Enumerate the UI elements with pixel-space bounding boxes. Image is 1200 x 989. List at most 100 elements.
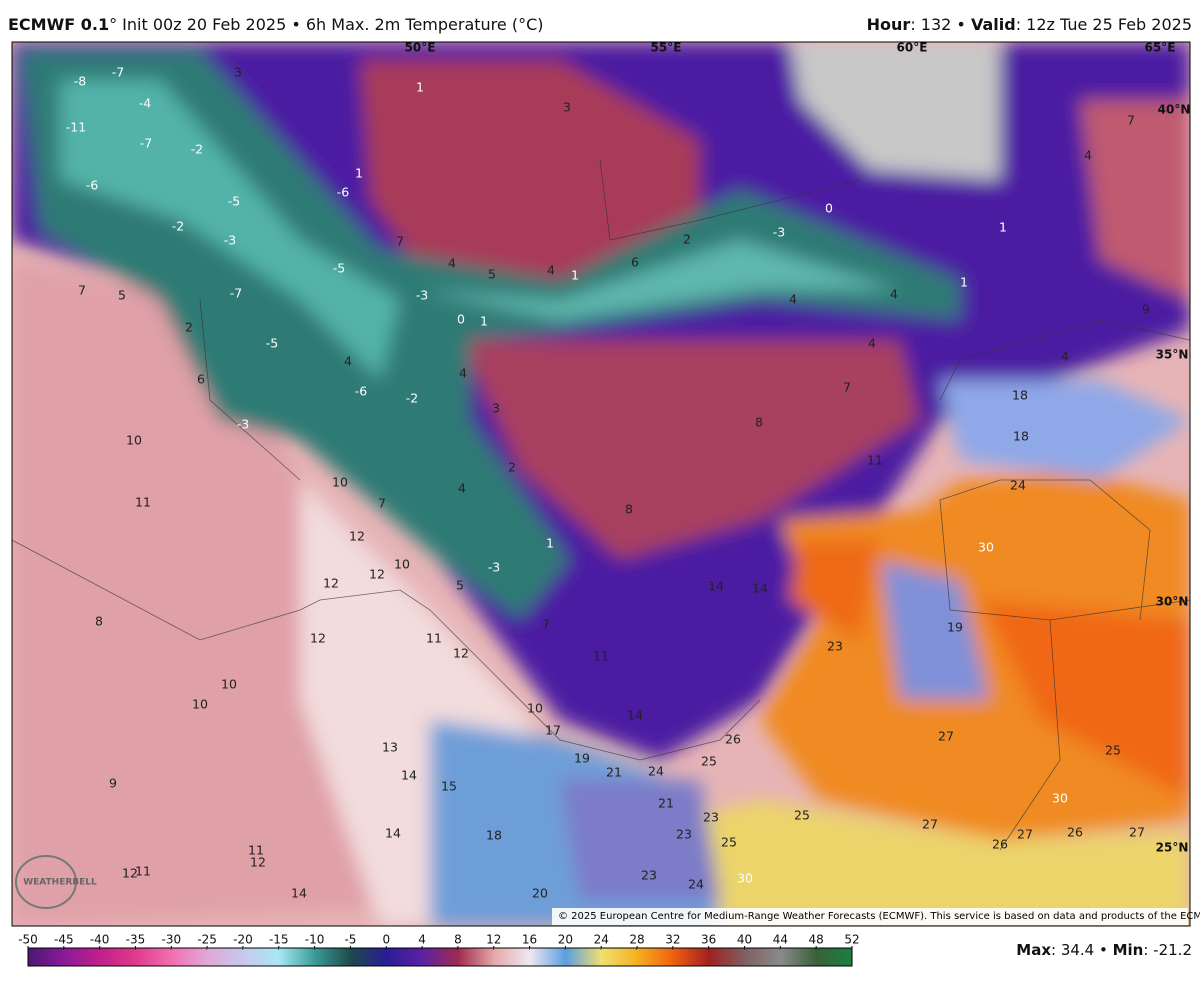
- temp-label: 23: [641, 868, 657, 883]
- temp-label: 30: [978, 540, 994, 555]
- temp-label: -8: [74, 74, 87, 89]
- colorbar-segment: [207, 948, 244, 966]
- temp-label: 13: [382, 740, 398, 755]
- temp-label: 27: [1017, 827, 1033, 842]
- lat-label: 35°N: [1156, 348, 1189, 362]
- temp-label: 5: [488, 267, 496, 282]
- temp-label: 11: [593, 649, 609, 664]
- temp-label: 4: [1084, 148, 1092, 163]
- temp-label: 7: [396, 234, 404, 249]
- temp-label: 4: [459, 366, 467, 381]
- temp-label: 7: [843, 380, 851, 395]
- temp-label: 2: [508, 460, 516, 475]
- min-val: : -21.2: [1143, 941, 1192, 959]
- colorbar-tick-label: -10: [305, 933, 325, 947]
- temp-label: 14: [385, 826, 401, 841]
- temp-label: 3: [234, 65, 242, 80]
- logo: WEATHERBELL: [23, 878, 97, 888]
- temp-label: 21: [606, 765, 622, 780]
- temp-label: 20: [532, 886, 548, 901]
- temp-label: 1: [999, 220, 1007, 235]
- temp-label: -4: [139, 96, 152, 111]
- valid-key: Valid: [971, 15, 1016, 34]
- temp-label: 1: [416, 80, 424, 95]
- lat-label: 25°N: [1156, 841, 1189, 855]
- temp-label: -3: [773, 225, 785, 240]
- colorbar-tick-label: 44: [773, 933, 788, 947]
- temp-label: -7: [230, 286, 242, 301]
- colorbar-segment: [457, 948, 495, 966]
- temp-label: -11: [66, 120, 86, 135]
- lat-label: 30°N: [1156, 595, 1189, 609]
- colorbar-tick-label: -20: [233, 933, 253, 947]
- max-key: Max: [1016, 941, 1051, 959]
- temp-label: 11: [426, 631, 442, 646]
- temp-label: 0: [457, 312, 465, 327]
- lon-label: 60°E: [897, 41, 928, 55]
- temp-label: 6: [197, 372, 205, 387]
- temp-label: 12: [369, 567, 385, 582]
- colorbar-segment: [529, 948, 566, 966]
- temp-label: 11: [867, 453, 883, 468]
- colorbar-tick-label: 12: [486, 933, 501, 947]
- colorbar-tick-label: 52: [844, 933, 859, 947]
- temp-label: 27: [922, 817, 938, 832]
- colorbar-tick-label: 4: [418, 933, 426, 947]
- temp-label: 24: [648, 764, 664, 779]
- valid-val: : 12z Tue 25 Feb 2025: [1016, 15, 1192, 34]
- temp-label: 12: [323, 576, 339, 591]
- temp-label: 7: [378, 496, 386, 511]
- temp-label: -7: [112, 65, 124, 80]
- temp-label: 24: [688, 877, 704, 892]
- temp-label: -3: [224, 233, 236, 248]
- temp-label: 11: [135, 864, 151, 879]
- colorbar-tick-label: -5: [344, 933, 356, 947]
- temp-label: 3: [563, 100, 571, 115]
- colorbar-segment: [816, 948, 853, 966]
- temp-label: 1: [480, 314, 488, 329]
- temp-label: 19: [574, 751, 590, 766]
- lon-label: 50°E: [405, 41, 436, 55]
- colorbar-frame: [27, 947, 853, 967]
- colorbar-tick-label: 32: [665, 933, 680, 947]
- temp-label: -5: [333, 261, 345, 276]
- colorbar-segment: [744, 948, 781, 966]
- temp-label: 12: [122, 866, 138, 881]
- colorbar-tick-label: 0: [382, 933, 390, 947]
- temp-label: 15: [441, 779, 457, 794]
- temp-label: 10: [527, 701, 543, 716]
- min-key: Min: [1113, 941, 1144, 959]
- temp-label: -6: [337, 185, 350, 200]
- colorbar-segment: [350, 948, 387, 966]
- hour-key: Hour: [867, 15, 911, 34]
- borders: [12, 159, 1190, 851]
- temp-label: 27: [1129, 825, 1145, 840]
- hour-val: : 132 •: [910, 15, 971, 34]
- colorbar-tick-label: 36: [701, 933, 716, 947]
- header-left: ECMWF 0.1° Init 00z 20 Feb 2025 • 6h Max…: [8, 15, 543, 34]
- colorbar-segment: [601, 948, 638, 966]
- temp-label: 11: [135, 495, 151, 510]
- temp-label: 1: [546, 536, 554, 551]
- title: ° Init 00z 20 Feb 2025 • 6h Max. 2m Temp…: [109, 15, 543, 34]
- colorbar-tick-label: -40: [90, 933, 110, 947]
- colorbar-tick-label: -15: [269, 933, 289, 947]
- colorbar-tick-label: 20: [558, 933, 573, 947]
- temp-label: -2: [406, 391, 418, 406]
- temp-label: 27: [938, 729, 954, 744]
- temp-label: 14: [627, 708, 643, 723]
- temp-label: 14: [291, 886, 307, 901]
- colorbar-segment: [708, 948, 746, 966]
- temp-label: 17: [545, 723, 561, 738]
- temp-label: -6: [355, 384, 368, 399]
- temp-label: 24: [1010, 478, 1026, 493]
- temp-label: -5: [266, 336, 278, 351]
- logo-icon: [15, 855, 77, 909]
- map-field: [12, 42, 1190, 926]
- temp-label: 10: [192, 697, 208, 712]
- temp-label: 8: [625, 502, 633, 517]
- temp-label: 7: [1127, 113, 1135, 128]
- temp-label: 14: [752, 581, 768, 596]
- temp-label: 1: [571, 268, 579, 283]
